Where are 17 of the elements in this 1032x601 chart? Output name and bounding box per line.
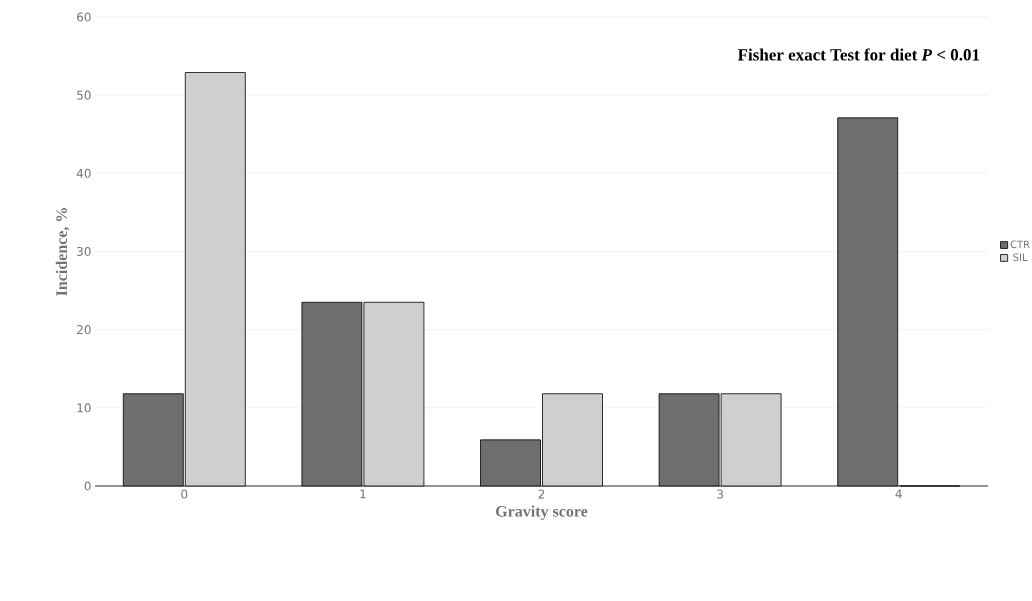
y-tick-label: 10 xyxy=(77,403,91,413)
y-tick-label: 50 xyxy=(77,90,91,100)
legend-label: SIL xyxy=(1013,253,1028,262)
annotation: Fisher exact Test for diet P < 0.01 xyxy=(737,48,980,61)
x-tick-label: 4 xyxy=(895,489,902,499)
y-tick-label: 20 xyxy=(77,325,91,335)
y-tick-label: 60 xyxy=(77,12,91,22)
x-axis-title: Gravity score xyxy=(496,505,588,521)
x-tick-label: 3 xyxy=(717,489,723,499)
x-tick-label: 1 xyxy=(360,489,366,499)
y-tick-label: 0 xyxy=(84,481,91,491)
x-tick-label: 2 xyxy=(538,489,545,499)
legend-label: CTR xyxy=(1010,240,1030,249)
y-tick-label: 40 xyxy=(76,168,91,178)
y-axis-title: Incidence, % xyxy=(55,208,70,296)
y-tick-label: 30 xyxy=(77,246,91,257)
x-tick-label: 0 xyxy=(181,489,188,499)
